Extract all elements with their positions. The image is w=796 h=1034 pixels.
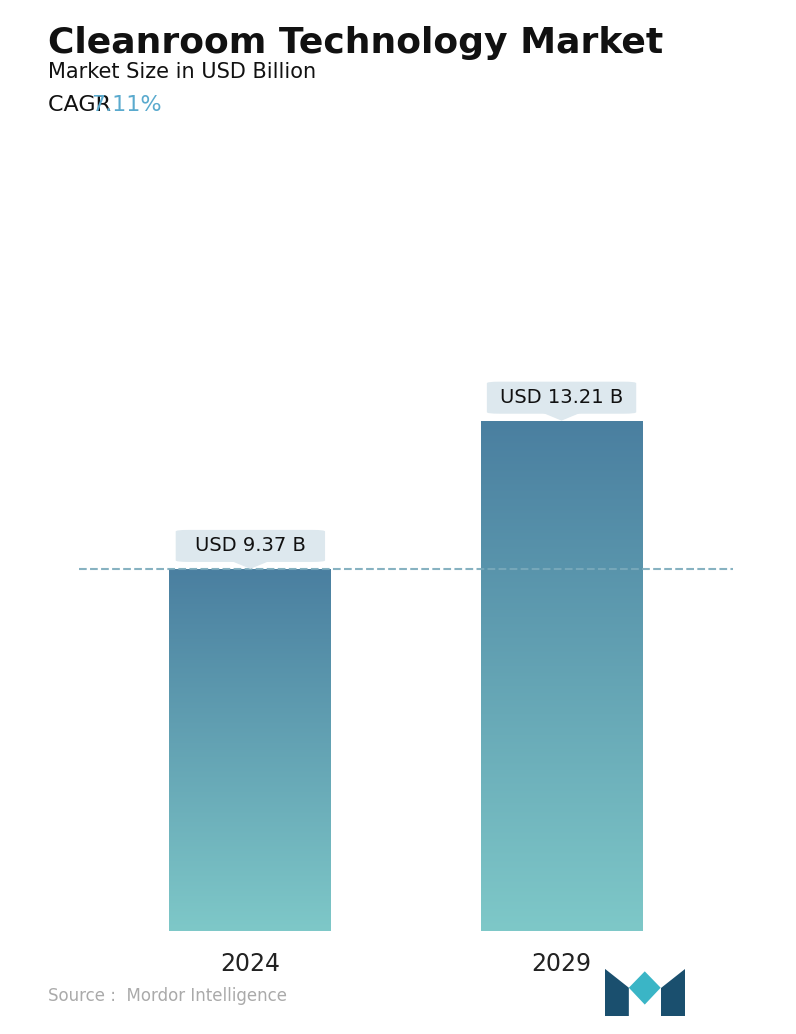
- Polygon shape: [543, 413, 580, 420]
- Text: Cleanroom Technology Market: Cleanroom Technology Market: [48, 26, 663, 60]
- Text: 7.11%: 7.11%: [92, 95, 162, 115]
- Polygon shape: [232, 560, 269, 568]
- Polygon shape: [629, 971, 661, 1005]
- FancyBboxPatch shape: [487, 382, 636, 414]
- Text: USD 9.37 B: USD 9.37 B: [195, 537, 306, 555]
- Text: Market Size in USD Billion: Market Size in USD Billion: [48, 62, 316, 82]
- Polygon shape: [661, 969, 685, 1016]
- Text: 2029: 2029: [532, 952, 591, 976]
- Text: Source :  Mordor Intelligence: Source : Mordor Intelligence: [48, 987, 287, 1005]
- Text: USD 13.21 B: USD 13.21 B: [500, 388, 623, 407]
- FancyBboxPatch shape: [176, 529, 325, 561]
- Polygon shape: [605, 969, 629, 1016]
- Text: CAGR: CAGR: [48, 95, 118, 115]
- Text: 2024: 2024: [220, 952, 280, 976]
